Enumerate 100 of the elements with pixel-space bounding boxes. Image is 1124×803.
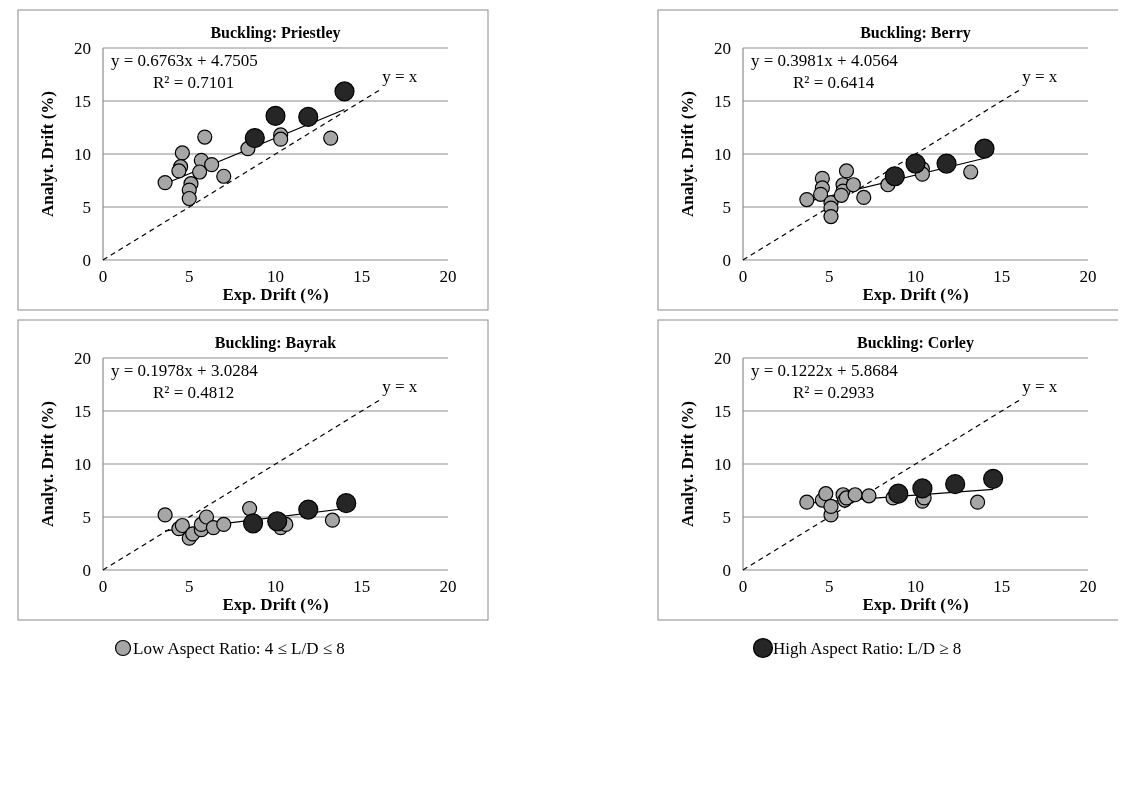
x-axis-title: Exp. Drift (%) — [862, 595, 969, 614]
point — [823, 498, 839, 514]
point — [936, 153, 957, 174]
y-tick-label: 15 — [714, 401, 731, 421]
point — [265, 105, 286, 126]
point — [799, 191, 815, 208]
point — [298, 106, 319, 127]
annotation: R² = 0.2933 — [793, 383, 875, 402]
point — [216, 168, 232, 184]
point — [174, 145, 190, 161]
annotation: y = 0.3981x + 4.0564 — [751, 51, 899, 70]
annotation: y = 0.6763x + 4.7505 — [111, 51, 258, 70]
y-tick-label: 10 — [74, 454, 91, 474]
y-axis-title: Analyt. Drift (%) — [678, 400, 697, 528]
chart-title: Buckling: Bayrak — [214, 334, 337, 352]
point — [974, 138, 995, 159]
point — [204, 157, 220, 173]
annotation: y = x — [382, 66, 418, 86]
annotation: y = x — [1022, 66, 1058, 86]
y-tick-label: 20 — [714, 38, 731, 58]
y-tick-label: 0 — [82, 560, 91, 580]
point — [847, 487, 863, 503]
y-tick-label: 15 — [74, 401, 91, 421]
point — [174, 517, 190, 534]
point — [242, 500, 258, 517]
x-tick-label: 5 — [185, 577, 194, 596]
point — [198, 509, 215, 525]
x-tick-label: 10 — [907, 577, 924, 596]
point — [216, 516, 232, 533]
x-tick-label: 10 — [907, 267, 924, 286]
y-tick-label: 20 — [714, 348, 731, 368]
point — [945, 474, 966, 495]
point — [267, 511, 288, 532]
x-tick-label: 10 — [267, 267, 284, 286]
point — [813, 186, 829, 202]
point — [983, 468, 1004, 489]
point — [242, 513, 264, 534]
point — [833, 187, 849, 203]
point — [838, 163, 855, 179]
x-tick-label: 0 — [98, 577, 108, 596]
x-axis-title: Exp. Drift (%) — [862, 285, 969, 304]
point — [197, 129, 213, 145]
annotation: R² = 0.4812 — [153, 383, 235, 402]
x-tick-label: 15 — [993, 267, 1011, 286]
chart-title: Buckling: Priestley — [210, 24, 341, 42]
y-tick-label: 5 — [722, 197, 731, 217]
x-tick-label: 0 — [738, 577, 748, 596]
point — [192, 164, 208, 180]
point — [171, 163, 187, 179]
x-tick-label: 10 — [267, 577, 284, 596]
y-tick-label: 10 — [714, 144, 731, 164]
x-tick-label: 0 — [98, 267, 108, 286]
x-tick-label: 5 — [185, 267, 194, 286]
point — [244, 128, 265, 149]
point — [157, 507, 173, 523]
x-axis-title: Exp. Drift (%) — [222, 285, 329, 304]
x-tick-label: 15 — [993, 577, 1011, 596]
point — [856, 189, 872, 206]
x-tick-label: 20 — [1079, 267, 1097, 286]
annotation: y = 0.1978x + 3.0284 — [111, 361, 259, 380]
y-tick-label: 0 — [722, 560, 731, 580]
point — [912, 478, 933, 499]
point — [884, 166, 905, 187]
legend-label: High Aspect Ratio: L/D ≥ 8 — [773, 638, 962, 658]
point — [334, 81, 355, 102]
x-tick-label: 5 — [825, 267, 834, 286]
point — [888, 483, 909, 504]
y-axis-title: Analyt. Drift (%) — [38, 400, 57, 528]
point — [324, 512, 341, 528]
y-tick-label: 10 — [714, 454, 731, 474]
point — [799, 494, 815, 510]
point — [181, 190, 197, 207]
chart-title: Buckling: Berry — [860, 24, 971, 42]
annotation: R² = 0.6414 — [793, 73, 875, 92]
annotation: y = x — [1022, 376, 1058, 396]
legend-label: Low Aspect Ratio: 4 ≤ L/D ≤ 8 — [133, 638, 345, 658]
point — [823, 208, 839, 225]
chart-title: Buckling: Corley — [857, 334, 974, 352]
point — [298, 499, 319, 520]
y-tick-label: 15 — [74, 91, 91, 111]
y-tick-label: 20 — [74, 348, 91, 368]
point — [845, 177, 861, 193]
x-tick-label: 5 — [825, 577, 834, 596]
y-tick-label: 0 — [722, 250, 731, 270]
point — [963, 164, 979, 180]
annotation: R² = 0.7101 — [153, 73, 235, 92]
point — [905, 153, 926, 174]
point — [970, 494, 986, 510]
y-axis-title: Analyt. Drift (%) — [38, 90, 57, 218]
x-tick-label: 0 — [738, 267, 748, 286]
point — [323, 130, 339, 146]
point — [861, 488, 877, 504]
y-tick-label: 5 — [82, 197, 91, 217]
y-tick-label: 10 — [74, 144, 91, 164]
point — [157, 175, 173, 191]
y-tick-label: 20 — [74, 38, 91, 58]
point — [273, 131, 289, 147]
point — [818, 486, 834, 502]
point — [336, 493, 357, 514]
x-tick-label: 20 — [439, 577, 457, 596]
